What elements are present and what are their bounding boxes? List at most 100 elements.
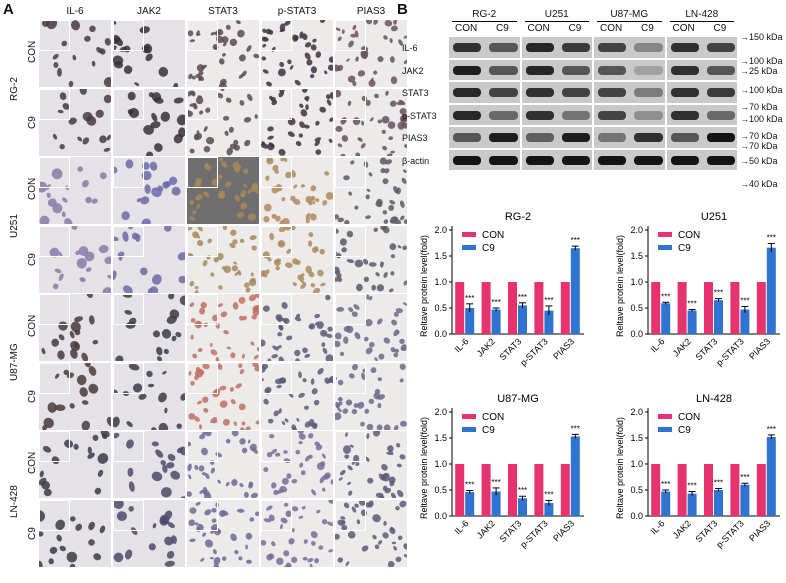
ihc-image-cell <box>335 362 407 430</box>
ihc-image-cell <box>39 499 111 567</box>
ihc-image-cell <box>113 20 185 87</box>
legend-label: C9 <box>678 243 691 254</box>
significance-label: *** <box>465 481 474 490</box>
blot-lane-label: C9 <box>495 23 509 34</box>
blot-strip <box>594 59 665 80</box>
blot-lane-label: CON <box>600 23 623 34</box>
y-tick-label: 2.0 <box>630 225 643 235</box>
blot-strip <box>449 104 520 125</box>
magnified-inset <box>113 20 144 51</box>
ihc-image-cell <box>39 88 111 156</box>
ihc-image-cell <box>261 20 333 87</box>
magnified-inset <box>187 294 218 325</box>
legend-label: CON <box>482 412 504 423</box>
blot-band <box>561 110 590 120</box>
legend-swatch <box>462 427 476 432</box>
ihc-image-cell <box>335 294 407 361</box>
x-tick-label: IL-6 <box>453 336 471 354</box>
x-tick-label: JAK2 <box>475 336 497 358</box>
ihc-image-cell <box>335 499 407 567</box>
magnified-inset <box>113 88 144 120</box>
magnified-inset <box>335 362 366 394</box>
magnified-inset <box>113 225 144 257</box>
kda-marker: →70 kDa <box>740 131 778 141</box>
ihc-image-cell <box>39 225 111 293</box>
magnified-inset <box>261 294 292 325</box>
blot-band <box>525 133 554 142</box>
significance-label: *** <box>767 425 776 434</box>
y-tick-label: 0.0 <box>434 511 447 521</box>
blot-band <box>453 133 482 142</box>
significance-label: *** <box>518 293 527 302</box>
blot-band <box>670 110 699 120</box>
blot-band <box>489 88 518 97</box>
bar <box>661 303 671 334</box>
blot-strip <box>666 37 737 58</box>
ihc-image-cell <box>261 499 333 567</box>
blot-band <box>706 155 735 165</box>
ihc-image-cell <box>113 225 185 293</box>
bar <box>560 282 570 334</box>
magnified-inset <box>187 225 218 257</box>
x-tick-label: PIAS3 <box>747 518 772 543</box>
blot-protein-label: STAT3 <box>402 88 429 98</box>
y-tick-label: 1.0 <box>434 459 447 469</box>
kda-marker: →40 kDa <box>740 179 778 189</box>
x-tick-label: IL-6 <box>649 336 667 354</box>
blot-band <box>489 43 518 52</box>
blot-band <box>670 43 699 52</box>
bar <box>455 282 465 334</box>
blot-lane-label: C9 <box>640 23 654 34</box>
blot-lane-label: CON <box>527 23 550 34</box>
bar <box>704 282 713 334</box>
blot-strip <box>449 149 520 170</box>
blot-strip <box>449 82 520 103</box>
bar <box>455 464 465 516</box>
blot-strip <box>594 37 665 58</box>
ihc-image-cell <box>335 431 407 498</box>
panel-a-letter: A <box>3 1 14 18</box>
legend-swatch <box>658 427 672 432</box>
bar <box>518 305 527 334</box>
significance-label: *** <box>661 292 670 301</box>
blot-protein-label: PIAS3 <box>402 133 428 143</box>
magnified-inset <box>187 362 218 394</box>
x-tick-label: p-STAT3 <box>714 336 746 368</box>
blot-band <box>489 65 518 75</box>
blot-band <box>489 110 518 120</box>
ihc-image-cell <box>187 157 259 224</box>
blot-band <box>453 110 482 120</box>
legend-label: CON <box>482 230 504 241</box>
y-tick-label: 0.0 <box>630 329 643 339</box>
blot-strip <box>594 127 665 148</box>
panel-b-letter: B <box>397 1 408 18</box>
blot-strip <box>594 149 665 170</box>
ihc-image-cell <box>335 225 407 293</box>
significance-label: *** <box>767 234 776 243</box>
ihc-image-cell <box>113 431 185 498</box>
magnified-inset <box>261 157 292 188</box>
significance-label: *** <box>571 424 580 433</box>
ihc-image-cell <box>261 88 333 156</box>
kda-marker: →100 kDa <box>740 114 783 124</box>
blot-band <box>561 88 590 97</box>
blot-band <box>706 133 735 142</box>
blot-lane-label: C9 <box>713 23 727 34</box>
blot-strip <box>666 82 737 103</box>
kda-marker: →25 kDa <box>740 66 778 76</box>
ihc-image-cell <box>113 157 185 224</box>
blot-strip <box>666 149 737 170</box>
magnified-inset <box>113 294 144 325</box>
y-tick-label: 0.5 <box>630 303 643 313</box>
blot-protein-label: β-actin <box>402 155 430 166</box>
blot-band <box>561 133 590 142</box>
blot-band <box>489 155 518 165</box>
legend-swatch <box>462 245 476 250</box>
column-header-stat3: STAT3 <box>208 6 238 17</box>
legend-label: CON <box>678 412 700 423</box>
blot-strip <box>521 104 592 125</box>
kda-marker: →100 kDa <box>740 56 783 66</box>
magnified-inset <box>335 225 366 257</box>
bar <box>714 490 723 516</box>
y-tick-label: 2.0 <box>630 407 643 417</box>
